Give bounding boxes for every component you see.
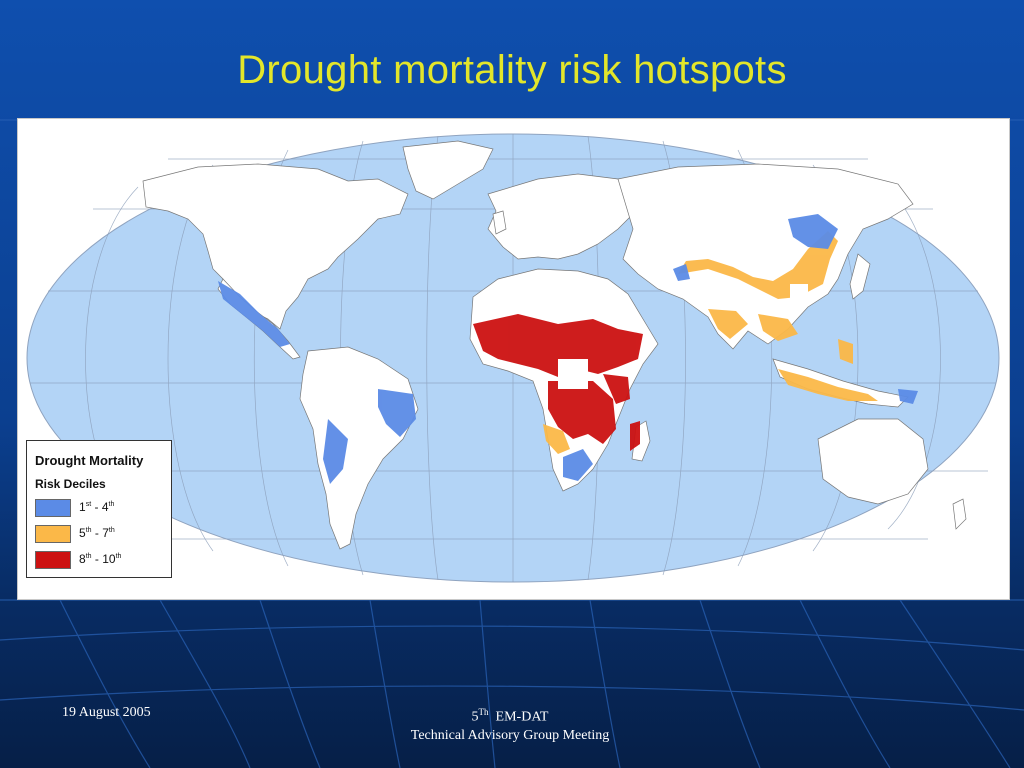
- legend-label-high: 8th - 10th: [79, 552, 122, 566]
- footer-meeting: 5Th EM-DAT Technical Advisory Group Meet…: [360, 703, 660, 745]
- world-map: Drought Mortality Risk Deciles 1st - 4th…: [17, 118, 1010, 600]
- europe: [487, 173, 639, 260]
- footer-meeting-line2: Technical Advisory Group Meeting: [410, 727, 610, 743]
- new-zealand: [952, 498, 967, 530]
- slide-title: Drought mortality risk hotspots: [237, 48, 787, 92]
- china-gap: [790, 284, 808, 300]
- legend-swatch-mid: [35, 525, 71, 543]
- australia: [817, 418, 929, 505]
- legend-swatch-low: [35, 499, 71, 517]
- legend-label-mid: 5th - 7th: [79, 526, 115, 540]
- legend-label-low: 1st - 4th: [79, 500, 115, 514]
- north-america: [142, 163, 409, 330]
- asia: [617, 163, 914, 350]
- uk: [492, 210, 507, 235]
- legend-swatch-high: [35, 551, 71, 569]
- risk-low: [218, 214, 918, 484]
- footer-meeting-line1: 5Th EM-DAT: [471, 707, 549, 725]
- map-legend: Drought Mortality Risk Deciles 1st - 4th…: [26, 440, 172, 578]
- central-africa-gap: [558, 359, 588, 389]
- footer-date: 19 August 2005: [62, 705, 151, 720]
- greenland: [402, 140, 494, 200]
- risk-high: [473, 314, 643, 451]
- map-svg: [26, 133, 1000, 583]
- legend-title: Drought Mortality: [35, 453, 144, 468]
- japan: [849, 253, 871, 300]
- risk-mid: [543, 231, 878, 454]
- legend-subtitle: Risk Deciles: [35, 477, 106, 491]
